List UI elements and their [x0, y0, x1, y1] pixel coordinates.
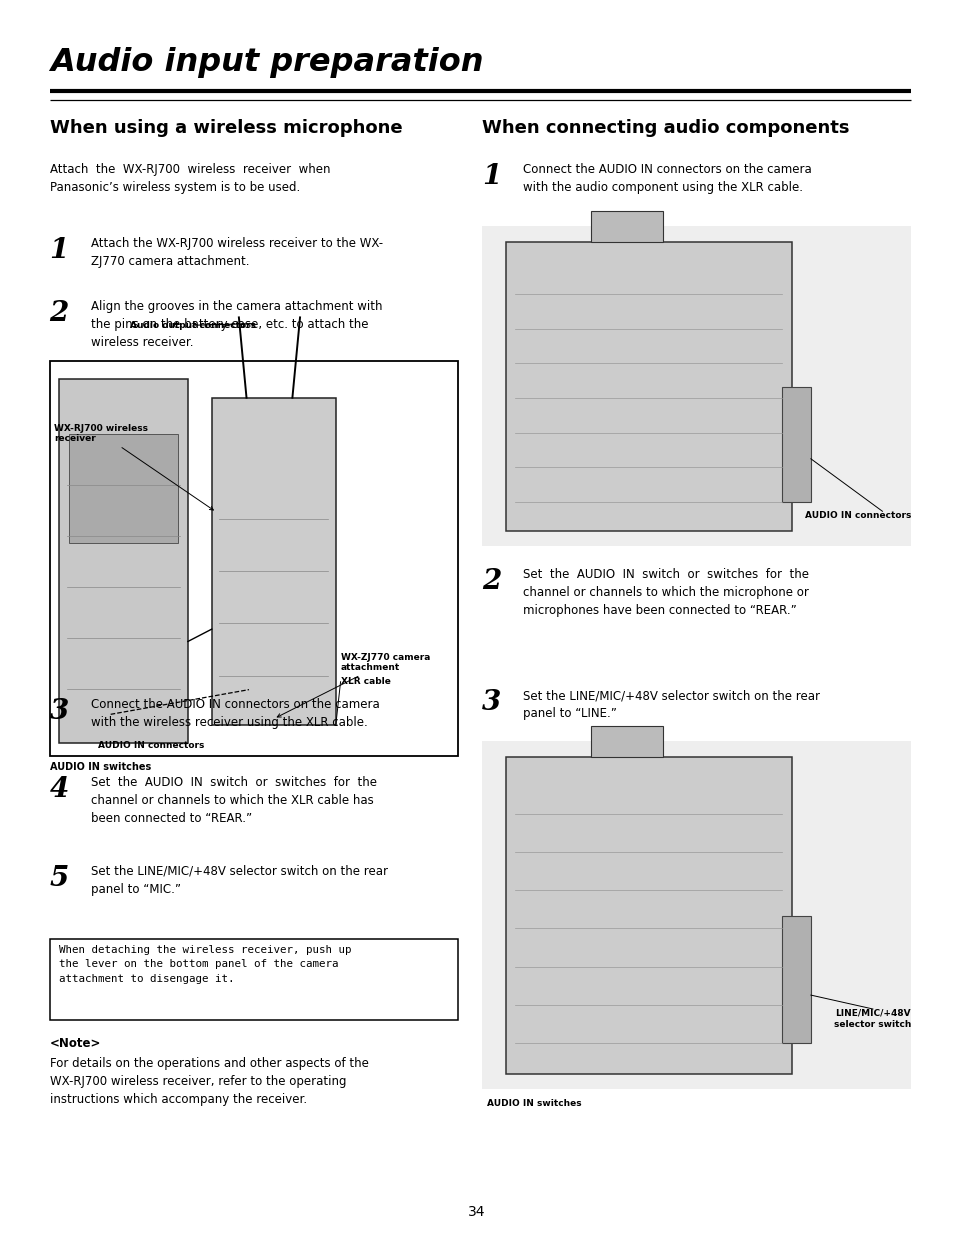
Text: When using a wireless microphone: When using a wireless microphone [50, 119, 402, 137]
Text: When connecting audio components: When connecting audio components [481, 119, 848, 137]
Bar [781, 916, 810, 1042]
Text: 5: 5 [50, 864, 69, 892]
Text: Attach  the  WX-RJ700  wireless  receiver  when
Panasonic’s wireless system is t: Attach the WX-RJ700 wireless receiver wh… [50, 163, 330, 194]
Text: AUDIO IN switches: AUDIO IN switches [50, 762, 151, 772]
Bar [50, 939, 457, 1020]
Text: 3: 3 [50, 698, 69, 725]
Bar [212, 398, 335, 725]
Text: Align the grooves in the camera attachment with
the pins on the battery case, et: Align the grooves in the camera attachme… [91, 300, 382, 350]
Bar [481, 226, 910, 546]
Text: AUDIO IN connectors: AUDIO IN connectors [98, 741, 204, 750]
Text: 34: 34 [468, 1205, 485, 1219]
Text: Audio output connectors: Audio output connectors [130, 321, 255, 330]
Text: 1: 1 [50, 237, 69, 264]
Text: Set  the  AUDIO  IN  switch  or  switches  for  the
channel or channels to which: Set the AUDIO IN switch or switches for … [522, 568, 808, 618]
Bar [69, 433, 178, 543]
Text: <Note>: <Note> [50, 1037, 101, 1051]
Bar [591, 211, 662, 242]
Text: Audio input preparation: Audio input preparation [50, 47, 482, 78]
Text: XLR cable: XLR cable [340, 677, 390, 687]
Text: 2: 2 [481, 568, 500, 595]
Bar [781, 387, 810, 503]
Text: AUDIO IN connectors: AUDIO IN connectors [803, 511, 910, 520]
Bar [481, 741, 910, 1089]
Bar [59, 379, 188, 743]
Text: WX-ZJ770 camera
attachment: WX-ZJ770 camera attachment [277, 653, 430, 718]
Text: Connect the AUDIO IN connectors on the camera
with the wireless receiver using t: Connect the AUDIO IN connectors on the c… [91, 698, 379, 729]
Text: 4: 4 [50, 776, 69, 803]
Text: Set  the  AUDIO  IN  switch  or  switches  for  the
channel or channels to which: Set the AUDIO IN switch or switches for … [91, 776, 376, 825]
Bar [505, 242, 791, 531]
Text: Connect the AUDIO IN connectors on the camera
with the audio component using the: Connect the AUDIO IN connectors on the c… [522, 163, 811, 194]
Text: WX-RJ700 wireless
receiver: WX-RJ700 wireless receiver [54, 424, 213, 510]
Text: Set the LINE/MIC/+48V selector switch on the rear
panel to “LINE.”: Set the LINE/MIC/+48V selector switch on… [522, 689, 819, 720]
Text: AUDIO IN switches: AUDIO IN switches [486, 1099, 580, 1108]
Bar [50, 361, 457, 756]
Bar [505, 757, 791, 1074]
Text: LINE/MIC/+48V
selector switch: LINE/MIC/+48V selector switch [833, 1009, 910, 1029]
Text: 2: 2 [50, 300, 69, 327]
Text: When detaching the wireless receiver, push up
the lever on the bottom panel of t: When detaching the wireless receiver, pu… [59, 945, 352, 983]
Text: For details on the operations and other aspects of the
WX-RJ700 wireless receive: For details on the operations and other … [50, 1057, 368, 1107]
Text: 3: 3 [481, 689, 500, 716]
Text: Attach the WX-RJ700 wireless receiver to the WX-
ZJ770 camera attachment.: Attach the WX-RJ700 wireless receiver to… [91, 237, 382, 268]
Text: 1: 1 [481, 163, 500, 190]
Bar [591, 726, 662, 757]
Text: Set the LINE/MIC/+48V selector switch on the rear
panel to “MIC.”: Set the LINE/MIC/+48V selector switch on… [91, 864, 387, 895]
